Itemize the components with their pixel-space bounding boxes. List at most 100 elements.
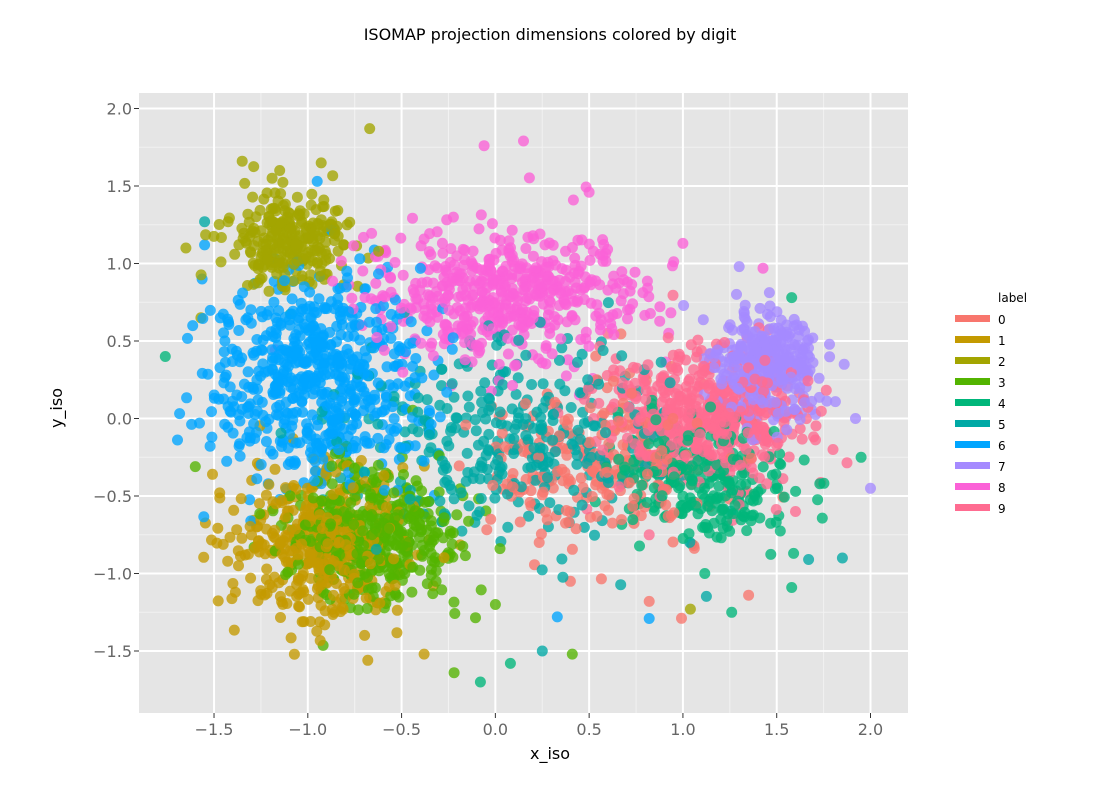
data-point-digit-6 bbox=[316, 341, 328, 353]
data-point-digit-2 bbox=[233, 239, 245, 251]
data-point-digit-4 bbox=[790, 485, 802, 497]
data-point-digit-5 bbox=[572, 356, 583, 368]
data-point-digit-4 bbox=[650, 414, 662, 426]
data-point-digit-9 bbox=[808, 431, 820, 443]
data-point-digit-9 bbox=[681, 397, 693, 408]
data-point-digit-8 bbox=[493, 358, 505, 370]
data-point-digit-6 bbox=[362, 370, 374, 382]
data-point-digit-6 bbox=[349, 408, 361, 420]
data-point-digit-5 bbox=[506, 403, 518, 415]
data-point-digit-6 bbox=[285, 372, 297, 384]
data-point-digit-7 bbox=[778, 373, 789, 385]
data-point-digit-5 bbox=[446, 378, 458, 390]
data-point-digit-0 bbox=[517, 446, 529, 457]
data-point-digit-1 bbox=[389, 579, 401, 591]
chart-title: ISOMAP projection dimensions colored by … bbox=[364, 25, 737, 44]
data-point-digit-6 bbox=[446, 343, 458, 355]
data-point-digit-5 bbox=[556, 342, 568, 354]
data-point-digit-2 bbox=[290, 238, 302, 250]
data-point-digit-7 bbox=[865, 482, 876, 494]
data-point-digit-7 bbox=[735, 341, 747, 353]
data-point-digit-6 bbox=[287, 392, 299, 404]
data-point-digit-5 bbox=[582, 374, 594, 386]
data-point-digit-6 bbox=[428, 369, 440, 381]
data-point-digit-8 bbox=[597, 250, 609, 261]
legend-swatch bbox=[955, 336, 990, 343]
data-point-digit-5 bbox=[602, 297, 614, 309]
data-point-digit-8 bbox=[481, 282, 493, 294]
data-point-digit-6 bbox=[551, 611, 563, 623]
data-point-digit-7 bbox=[807, 357, 819, 369]
data-point-digit-5 bbox=[496, 461, 508, 473]
data-point-digit-4 bbox=[788, 547, 800, 559]
data-point-digit-4 bbox=[798, 454, 810, 466]
data-point-digit-3 bbox=[254, 508, 266, 520]
data-point-digit-0 bbox=[607, 375, 619, 387]
data-point-digit-6 bbox=[311, 175, 323, 187]
data-point-digit-6 bbox=[233, 409, 245, 421]
data-point-digit-2 bbox=[239, 177, 251, 189]
data-point-digit-8 bbox=[429, 260, 441, 272]
data-point-digit-6 bbox=[256, 396, 268, 408]
data-point-digit-5 bbox=[536, 564, 548, 576]
data-point-digit-8 bbox=[395, 302, 407, 314]
data-point-digit-8 bbox=[440, 261, 452, 272]
data-point-digit-7 bbox=[764, 311, 776, 323]
data-point-digit-6 bbox=[347, 353, 359, 365]
data-point-digit-8 bbox=[508, 289, 520, 300]
data-point-digit-8 bbox=[462, 294, 474, 306]
data-point-digit-9 bbox=[694, 428, 706, 440]
data-point-digit-8 bbox=[569, 252, 581, 264]
data-point-digit-5 bbox=[523, 510, 535, 522]
data-point-digit-1 bbox=[296, 616, 308, 628]
data-point-digit-6 bbox=[447, 332, 459, 344]
data-point-digit-1 bbox=[326, 603, 338, 615]
data-point-digit-8 bbox=[584, 276, 596, 288]
data-point-digit-8 bbox=[677, 237, 689, 249]
data-point-digit-3 bbox=[366, 529, 378, 541]
data-point-digit-3 bbox=[436, 584, 448, 596]
data-point-digit-6 bbox=[273, 409, 285, 421]
data-point-digit-5 bbox=[588, 420, 599, 432]
data-point-digit-9 bbox=[735, 405, 746, 417]
legend-label: 1 bbox=[998, 334, 1006, 348]
data-point-digit-7 bbox=[766, 362, 778, 374]
data-points bbox=[159, 123, 876, 688]
data-point-digit-5 bbox=[475, 460, 486, 472]
data-point-digit-4 bbox=[682, 434, 694, 446]
data-point-digit-6 bbox=[276, 441, 288, 452]
data-point-digit-9 bbox=[820, 384, 832, 396]
data-point-digit-6 bbox=[392, 378, 404, 390]
data-point-digit-9 bbox=[640, 394, 652, 406]
data-point-digit-8 bbox=[494, 234, 506, 246]
data-point-digit-7 bbox=[772, 407, 784, 419]
data-point-digit-5 bbox=[526, 379, 538, 390]
data-point-digit-3 bbox=[457, 540, 469, 552]
data-point-digit-0 bbox=[601, 488, 613, 500]
legend-label: 8 bbox=[998, 481, 1006, 495]
data-point-digit-3 bbox=[410, 475, 422, 487]
data-point-digit-2 bbox=[298, 208, 310, 220]
data-point-digit-3 bbox=[360, 483, 372, 495]
data-point-digit-2 bbox=[320, 249, 332, 260]
data-point-digit-4 bbox=[636, 479, 648, 491]
data-point-digit-7 bbox=[754, 302, 766, 314]
data-point-digit-8 bbox=[423, 246, 435, 258]
data-point-digit-6 bbox=[172, 434, 183, 446]
data-point-digit-1 bbox=[284, 585, 296, 597]
data-point-digit-9 bbox=[622, 432, 633, 444]
data-point-digit-1 bbox=[290, 523, 302, 535]
data-point-digit-0 bbox=[584, 402, 596, 414]
data-point-digit-3 bbox=[358, 540, 370, 551]
data-point-digit-9 bbox=[623, 401, 635, 413]
data-point-digit-1 bbox=[269, 463, 281, 475]
data-point-digit-2 bbox=[373, 245, 385, 257]
data-point-digit-6 bbox=[372, 377, 384, 389]
data-point-digit-9 bbox=[810, 420, 822, 432]
data-point-digit-7 bbox=[763, 287, 775, 299]
data-point-digit-3 bbox=[489, 599, 501, 610]
data-point-digit-5 bbox=[490, 417, 502, 429]
data-point-digit-1 bbox=[294, 587, 306, 599]
data-point-digit-6 bbox=[174, 408, 186, 420]
data-point-digit-5 bbox=[492, 331, 504, 343]
